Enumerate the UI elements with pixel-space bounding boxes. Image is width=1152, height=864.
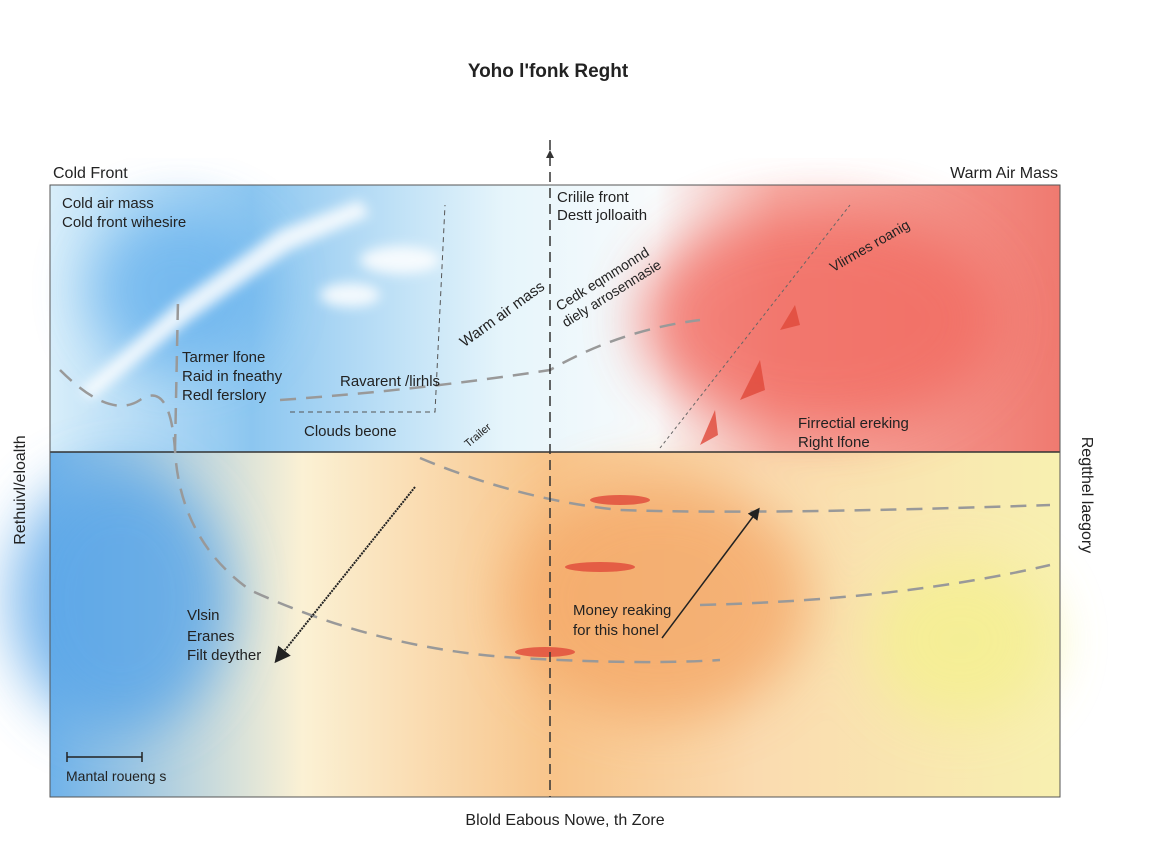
label: Tarmer lfone Raid in fneathy Redl ferslory [182, 349, 283, 404]
label: Vlsin Eranes Filt deyther [187, 607, 261, 664]
front-lines [59, 299, 1051, 664]
label: Cold air mass Cold front wihesire [62, 195, 186, 231]
arrow [274, 486, 416, 664]
label: Clouds beone [304, 423, 397, 440]
corner-label: Cold Front [53, 165, 128, 182]
axis-label: Rethuivl/eloalth [12, 435, 29, 544]
label: Ravarent /lirhls [340, 373, 440, 390]
label: Mantal roueng s [66, 768, 166, 784]
arrow [661, 507, 760, 639]
axis-label: Regtthel laegory [1078, 437, 1095, 554]
label: Firrectial ereking Right lfone [798, 415, 909, 451]
label: Crilile front Destt jolloaith [557, 189, 647, 224]
title: Yoho l'fonk Reght [468, 61, 629, 82]
axis-label: Blold Eabous Nowe, th Zore [465, 812, 664, 829]
corner-label: Warm Air Mass [950, 165, 1058, 182]
panel [10, 184, 1061, 798]
label: Money reaking for this honel [573, 602, 671, 639]
